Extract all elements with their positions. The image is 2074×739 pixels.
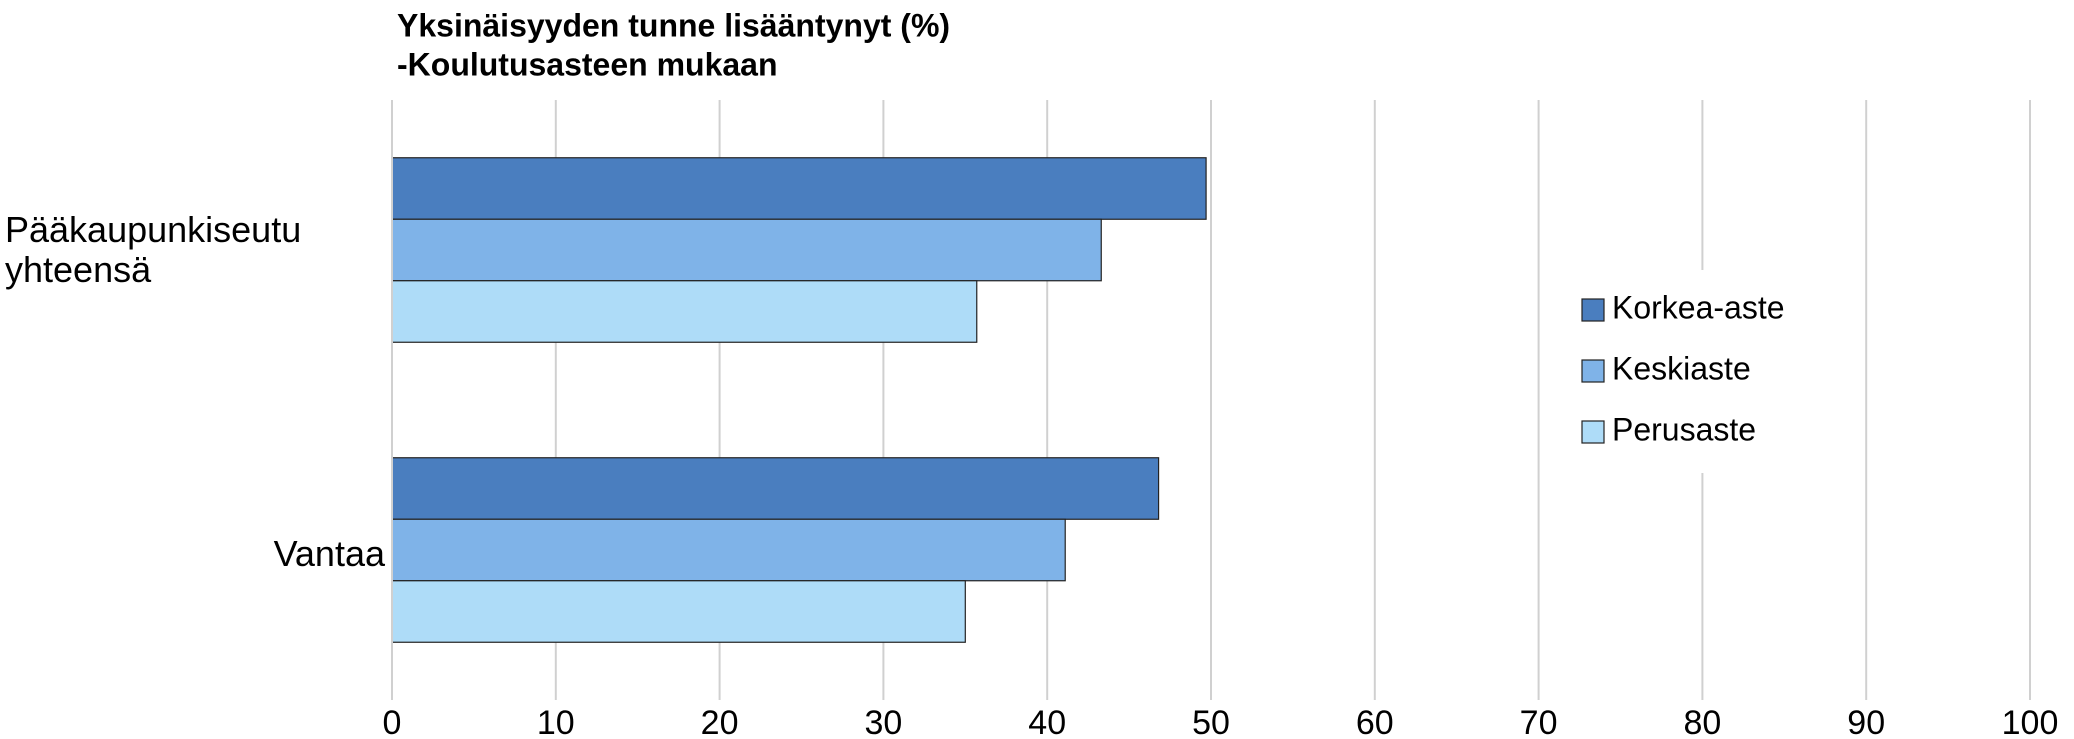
category-text: Vantaa bbox=[273, 533, 385, 574]
category-text: Pääkaupunkiseutu yhteensä bbox=[5, 209, 302, 290]
bar bbox=[391, 157, 1207, 220]
x-tick-label: 70 bbox=[1520, 704, 1558, 739]
bar bbox=[391, 218, 1102, 282]
x-tick-label: 50 bbox=[1192, 704, 1230, 739]
x-tick-label: 30 bbox=[864, 704, 902, 739]
legend-swatch bbox=[1581, 359, 1605, 383]
x-tick-label: 10 bbox=[537, 704, 575, 739]
category-label: Pääkaupunkiseutu yhteensä bbox=[5, 210, 385, 290]
legend-swatch bbox=[1581, 298, 1605, 322]
x-tick-label: 20 bbox=[701, 704, 739, 739]
bar bbox=[391, 280, 978, 343]
x-tick-label: 100 bbox=[2002, 704, 2059, 739]
x-tick-label: 80 bbox=[1683, 704, 1721, 739]
legend-swatch bbox=[1581, 420, 1605, 444]
x-tick-label: 90 bbox=[1847, 704, 1885, 739]
bar bbox=[391, 518, 1066, 582]
legend-label: Korkea-aste bbox=[1612, 289, 1785, 325]
x-tick-label: 60 bbox=[1356, 704, 1394, 739]
legend-label: Perusaste bbox=[1612, 411, 1756, 447]
bar bbox=[391, 580, 966, 643]
x-tick-label: 0 bbox=[383, 704, 402, 739]
category-label: Vantaa bbox=[5, 534, 385, 574]
x-tick-label: 40 bbox=[1028, 704, 1066, 739]
chart-title: Yksinäisyyden tunne lisääntynyt (%) bbox=[397, 7, 950, 43]
legend-label: Keskiaste bbox=[1612, 350, 1751, 386]
chart-subtitle: -Koulutusasteen mukaan bbox=[397, 46, 778, 82]
bar bbox=[391, 457, 1160, 520]
